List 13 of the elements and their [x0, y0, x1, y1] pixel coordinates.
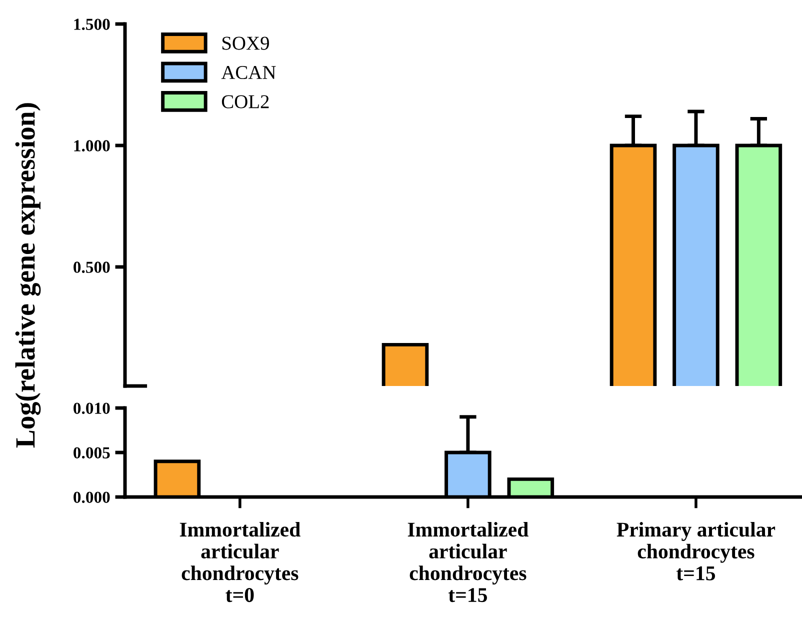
- legend-label: ACAN: [221, 66, 276, 80]
- legend-label: COL2: [222, 95, 269, 108]
- y-axis-title: Log(relative gene expression): [15, 103, 41, 448]
- y-tick-label: 0.500: [74, 262, 110, 273]
- y-tick-label: 0.010: [74, 402, 110, 414]
- category-label: Immortalized articular chondrocytes t=0: [180, 522, 300, 602]
- category-label: Primary articular chondrocytes t=15: [616, 522, 776, 580]
- legend-label: SOX9: [222, 36, 269, 50]
- y-tick-label: 1.500: [74, 18, 110, 30]
- category-label: Immortalized articular chondrocytes t=15: [408, 522, 528, 602]
- y-tick-label: 0.000: [74, 492, 110, 504]
- y-tick-label: 1.000: [74, 140, 110, 152]
- y-tick-label: 0.005: [74, 447, 110, 459]
